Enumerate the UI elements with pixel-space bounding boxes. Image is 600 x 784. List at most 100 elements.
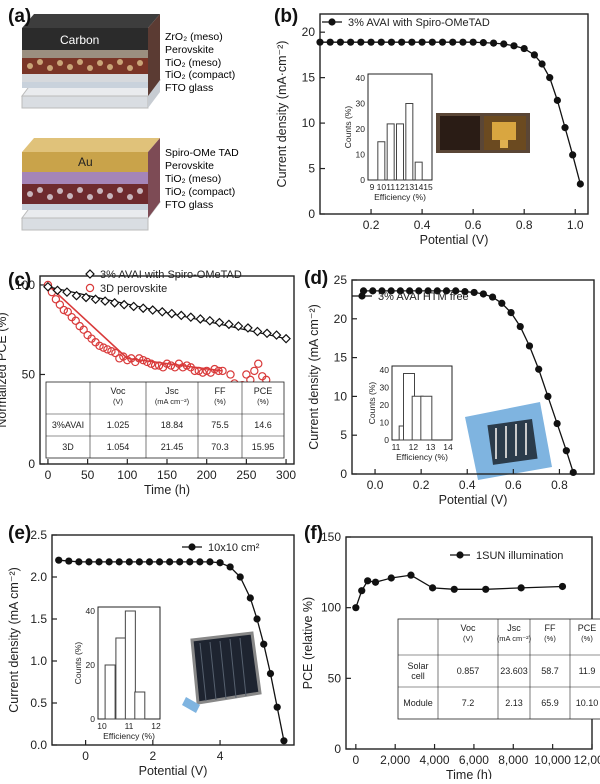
e-data-point bbox=[226, 563, 234, 571]
c-avai-data-point bbox=[43, 281, 53, 292]
c-avai-data-point bbox=[195, 314, 206, 324]
d-data-point bbox=[516, 322, 524, 331]
c-3d-data-point bbox=[99, 343, 108, 352]
panel-f-label: (f) bbox=[304, 523, 323, 544]
c-3d-data-point bbox=[242, 370, 251, 379]
f-table-cell: 58.7 bbox=[541, 666, 559, 676]
b-y-tick-label: 0 bbox=[308, 207, 315, 221]
e-y-tick-label: 2.0 bbox=[30, 570, 47, 584]
au-stack: Au Spiro-OMe TAD Perovskite TiO₂ (meso) … bbox=[21, 138, 239, 231]
chart-c: 0 50 100 150 200 250 300 0 50 100 Time (h) Normaliz… bbox=[0, 269, 296, 497]
e-data-point bbox=[145, 558, 154, 566]
f-legend-label: 1SUN illumination bbox=[476, 550, 563, 562]
b-data-point bbox=[538, 60, 546, 68]
b-data-point bbox=[520, 44, 528, 53]
b-x-tick-label: 0.6 bbox=[465, 218, 482, 232]
e-inset-y-axis-label: Counts (%) bbox=[73, 642, 83, 685]
f-data-point bbox=[482, 585, 490, 593]
b-y-tick-label: 15 bbox=[302, 71, 316, 85]
c-avai-data-point bbox=[71, 290, 82, 301]
d-data-point bbox=[488, 293, 497, 301]
f-series-line bbox=[355, 574, 563, 608]
c-3d-data-point bbox=[254, 359, 263, 368]
carbon-stack: Carbon ZrO₂ (meso) Perovskite TiO₂ (meso… bbox=[21, 14, 235, 109]
e-data-point bbox=[65, 557, 73, 565]
c-3d-data-point bbox=[166, 361, 176, 370]
b-data-point bbox=[553, 96, 561, 104]
d-y-tick-label: 5 bbox=[340, 428, 347, 442]
f-table-header-unit: (mA cm⁻²) bbox=[497, 634, 532, 643]
e-data-point bbox=[176, 558, 184, 566]
f-data-point bbox=[407, 571, 415, 579]
panel-d: (d) 0.0 0.2 0.4 0.6 0.8 0 5 10 15 20 25 Potential (… bbox=[300, 262, 600, 510]
e-data-point bbox=[266, 670, 275, 678]
c-x-tick-label: 100 bbox=[117, 468, 137, 482]
b-inset-y-axis-label: Counts (%) bbox=[343, 106, 353, 149]
d-inset-x-tick-label: 12 bbox=[409, 442, 419, 452]
c-3d-data-point bbox=[111, 348, 120, 358]
c-legend-label: 3% AVAI with Spiro-OMeTAD bbox=[100, 269, 242, 281]
c-table-header: Jsc bbox=[165, 386, 179, 396]
e-inset-bar bbox=[104, 664, 116, 720]
e-inset-bar bbox=[124, 610, 136, 720]
d-data-point bbox=[433, 287, 441, 295]
b-data-point bbox=[530, 51, 538, 59]
c-table-header-unit: (V) bbox=[113, 397, 124, 406]
b-x-tick-label: 0.8 bbox=[516, 218, 533, 232]
c-table-cell: 3%AVAI bbox=[52, 420, 84, 430]
f-table-header-unit: (%) bbox=[544, 634, 556, 643]
b-inset-y-tick-label: 0 bbox=[360, 175, 365, 185]
c-3d-data-point bbox=[146, 359, 156, 368]
bottom-layer-3: TiO₂ (meso) bbox=[165, 173, 221, 185]
d-inset-x-tick-label: 14 bbox=[443, 442, 453, 452]
c-avai-data-point bbox=[157, 306, 168, 317]
c-table-cell: 3D bbox=[62, 442, 74, 452]
d-data-point bbox=[424, 287, 432, 295]
c-avai-data-point bbox=[271, 330, 282, 340]
f-data-point bbox=[450, 585, 458, 593]
c-avai-data-point bbox=[128, 301, 139, 312]
c-y-tick-label: 100 bbox=[15, 278, 35, 292]
bottom-layer-4: TiO₂ (compact) bbox=[165, 186, 235, 198]
c-table-cell: 1.025 bbox=[107, 420, 130, 430]
f-x-tick-label: 10,000 bbox=[534, 753, 571, 767]
b-data-point bbox=[418, 38, 426, 46]
e-data-point bbox=[246, 594, 254, 602]
au-label: Au bbox=[78, 155, 93, 169]
f-x-tick-label: 8,000 bbox=[498, 753, 528, 767]
d-legend-marker bbox=[358, 292, 366, 300]
bottom-layer-5: FTO glass bbox=[165, 199, 213, 211]
d-data-point bbox=[406, 287, 414, 295]
b-data-point bbox=[459, 38, 467, 46]
e-y-tick-label: 1.0 bbox=[30, 654, 47, 668]
b-x-tick-label: 0.4 bbox=[414, 218, 431, 232]
f-data-point bbox=[387, 574, 395, 582]
module-photo bbox=[465, 402, 552, 480]
b-data-point bbox=[387, 38, 396, 46]
d-data-point bbox=[569, 468, 577, 477]
e-data-point bbox=[105, 558, 113, 566]
c-avai-data-point bbox=[109, 298, 120, 308]
d-data-point bbox=[507, 308, 515, 317]
c-3d-data-point bbox=[103, 345, 112, 354]
d-y-tick-label: 10 bbox=[334, 389, 348, 403]
d-data-point bbox=[415, 287, 423, 295]
c-table-header-unit: (mA cm⁻²) bbox=[155, 397, 190, 406]
c-3d-data-point bbox=[59, 305, 69, 315]
f-table-cell: 23.603 bbox=[500, 666, 528, 676]
e-inset-x-axis-label: Efficiency (%) bbox=[103, 731, 155, 741]
panel-c: (c) 0 50 100 150 200 250 300 0 50 100 Time (h) Norm… bbox=[0, 262, 300, 510]
b-inset-y-tick-label: 20 bbox=[356, 124, 366, 134]
d-x-tick-label: 0.8 bbox=[551, 478, 568, 492]
d-y-tick-label: 20 bbox=[334, 312, 348, 326]
e-data-point bbox=[125, 558, 133, 566]
d-legend-label: 3% AVAI HTM free bbox=[378, 291, 469, 303]
f-table-header: Jsc bbox=[507, 623, 521, 633]
b-data-point bbox=[546, 74, 554, 82]
d-inset-y-axis-label: Counts (%) bbox=[367, 382, 377, 425]
e-data-point bbox=[85, 558, 93, 566]
panel-a: (a) Carbon ZrO₂ (meso) Perovskite TiO₂ (… bbox=[0, 0, 270, 258]
d-data-point bbox=[378, 287, 386, 295]
chart-b: 0.2 0.4 0.6 0.8 1.0 0 5 10 15 20 Potential (V) Curr… bbox=[275, 13, 589, 247]
